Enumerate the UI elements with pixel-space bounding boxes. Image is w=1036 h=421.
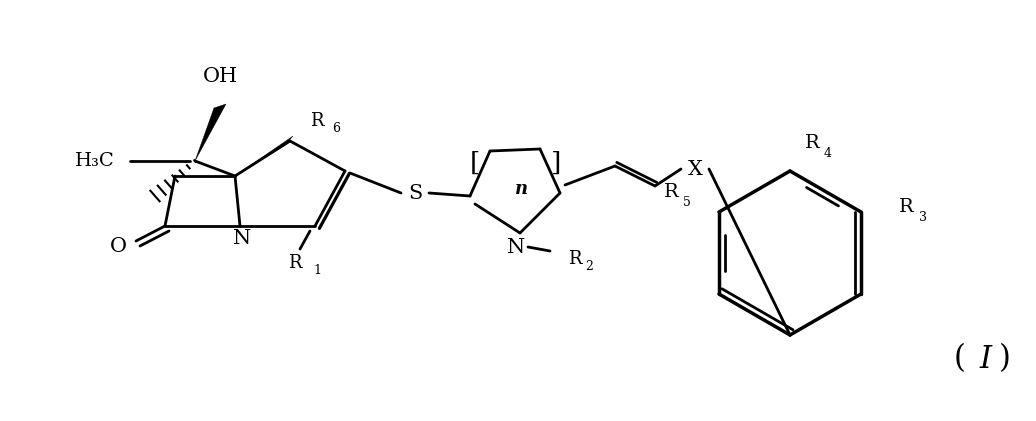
Text: n: n [516,180,528,198]
Text: [: [ [469,150,481,176]
Text: R: R [288,254,301,272]
Text: O: O [110,237,126,256]
Text: R: R [568,250,581,268]
Text: 6: 6 [332,122,340,134]
Text: N: N [507,237,525,256]
Text: H₃C: H₃C [76,152,115,170]
Text: X: X [688,160,702,179]
Text: R: R [310,112,323,130]
Text: ]: ] [551,150,562,176]
Polygon shape [195,104,226,161]
Text: 3: 3 [919,210,927,224]
Text: R: R [805,134,819,152]
Text: R: R [899,198,914,216]
Text: ): ) [999,344,1011,375]
Text: OH: OH [202,67,237,86]
Text: 2: 2 [585,259,593,272]
Text: 5: 5 [683,195,691,208]
Text: R: R [664,183,679,201]
Polygon shape [235,136,293,176]
Text: N: N [233,229,251,248]
Text: I: I [979,344,991,375]
Text: S: S [408,184,422,203]
Text: (: ( [954,344,966,375]
Text: 4: 4 [824,147,832,160]
Text: 1: 1 [313,264,321,277]
